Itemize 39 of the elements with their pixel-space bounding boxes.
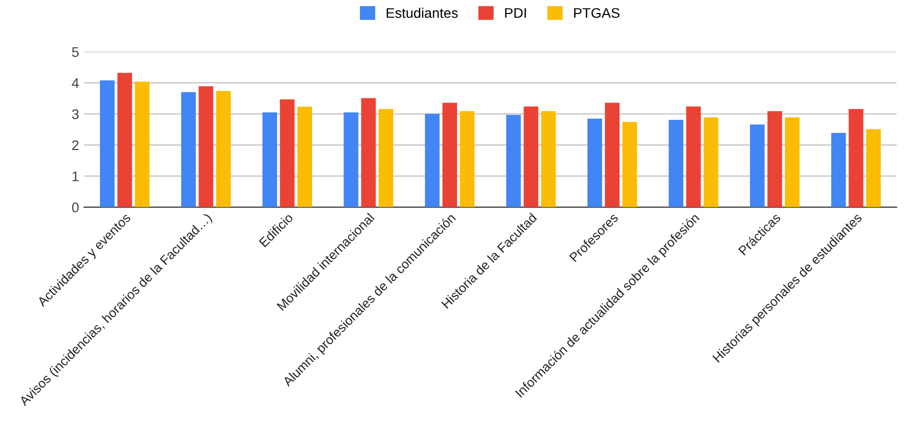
bar	[848, 108, 864, 208]
bar	[262, 112, 278, 208]
bar	[604, 102, 620, 208]
bar	[460, 111, 475, 208]
bar	[117, 72, 132, 208]
y-tick-label: 2	[72, 140, 79, 150]
bar	[181, 92, 196, 208]
legend-label: Estudiantes	[386, 8, 458, 18]
bar	[686, 106, 701, 208]
bar	[100, 80, 115, 208]
legend-label: PDI	[505, 8, 526, 18]
y-tick-label: 4	[72, 78, 79, 88]
bar	[704, 117, 718, 208]
bar	[280, 99, 295, 208]
bar	[622, 122, 638, 208]
bar	[297, 106, 312, 208]
bar	[541, 111, 556, 208]
bar	[767, 111, 782, 208]
bar	[784, 117, 800, 208]
bar	[831, 132, 846, 208]
bar	[134, 82, 150, 208]
y-tick-label: 0	[72, 202, 79, 212]
y-tick-label: 5	[72, 47, 79, 57]
bar	[587, 118, 602, 208]
bar	[524, 106, 538, 208]
legend-label: PTGAS	[574, 8, 620, 18]
bar	[866, 129, 881, 208]
bar	[216, 90, 231, 208]
bar	[344, 112, 358, 208]
y-tick-label: 3	[72, 109, 79, 120]
bar	[668, 120, 684, 208]
bar	[198, 86, 214, 208]
bar	[361, 98, 376, 208]
bar	[506, 114, 521, 208]
bar	[378, 108, 394, 208]
bar	[424, 114, 440, 208]
y-tick-label: 1	[72, 172, 79, 182]
bar	[442, 102, 458, 208]
bar	[750, 124, 765, 208]
